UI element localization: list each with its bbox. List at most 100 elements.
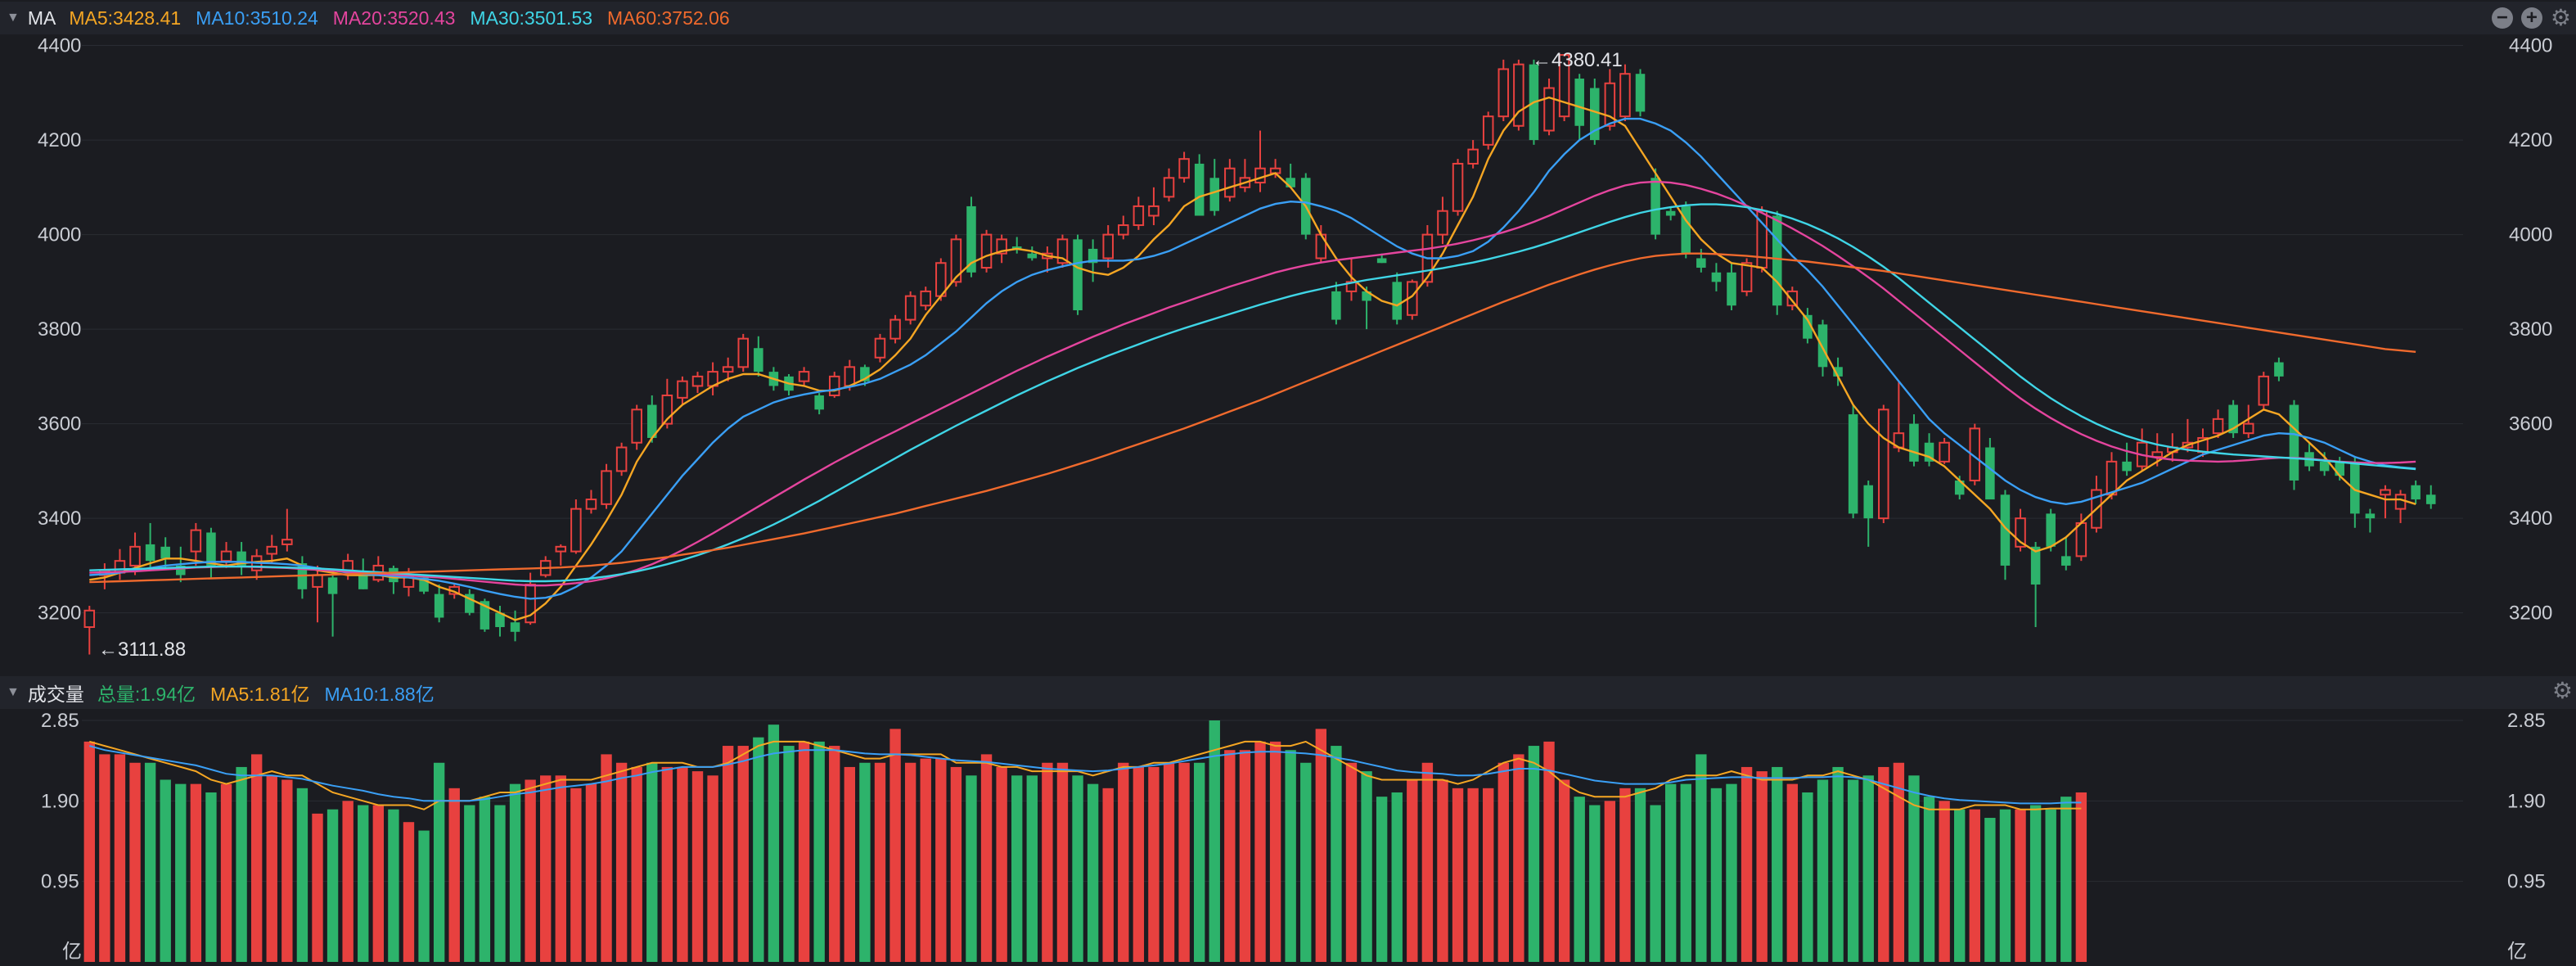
candle-body-down: [206, 532, 216, 566]
ma5-value: MA5:3428.41: [69, 7, 182, 29]
candle-body-up: [1558, 54, 1570, 118]
volume-bar: [1102, 788, 1114, 962]
volume-bar: [1209, 720, 1220, 962]
volume-bar: [1664, 783, 1677, 962]
candle-body-up: [1133, 205, 1145, 227]
volume-bar: [1847, 779, 1859, 962]
volume-bar: [1817, 779, 1829, 962]
ma10-value: MA10:3510.24: [196, 7, 318, 29]
candle-body-down: [1209, 178, 1220, 211]
candle-body-down: [2274, 362, 2284, 377]
candle-body-up: [2151, 451, 2164, 458]
candle-body-down: [1574, 78, 1584, 126]
candle-body-down: [2030, 546, 2041, 585]
candle-body-down: [2425, 494, 2436, 504]
volume-bar: [1984, 818, 1996, 962]
volume-bar: [996, 766, 1007, 962]
candle-body-up: [1452, 162, 1464, 212]
collapse-arrow-icon[interactable]: ▼: [7, 11, 20, 25]
ma30-value: MA30:3501.53: [470, 7, 593, 29]
volume-bar: [1163, 762, 1175, 962]
volume-bar: [1680, 783, 1691, 962]
volume-bar: [874, 762, 886, 962]
volume-bar: [677, 766, 688, 962]
volume-bar: [372, 805, 385, 962]
collapse-arrow-icon[interactable]: ▼: [7, 685, 20, 699]
gear-icon[interactable]: ⚙: [2551, 678, 2573, 703]
volume-bar: [646, 762, 658, 962]
volume-bar: [1239, 750, 1251, 962]
candle-body-up: [631, 409, 642, 444]
candle-body-down: [1924, 442, 1934, 462]
volume-bar: [1741, 766, 1753, 962]
volume-bar: [1437, 779, 1448, 962]
volume-bar: [494, 805, 506, 962]
volume-bar: [1574, 797, 1585, 962]
volume-bar: [342, 801, 354, 962]
volume-bar: [2045, 809, 2056, 962]
candle-body-up: [601, 470, 612, 505]
candle-body-up: [1254, 167, 1266, 184]
candle-body-down: [814, 395, 824, 410]
ma-panel-controls: − + ⚙: [2491, 5, 2571, 30]
volume-ma-lines: [89, 740, 2082, 810]
candle-body-up: [1056, 238, 1069, 264]
volume-bar: [570, 788, 582, 962]
candle-body-down: [1772, 215, 1782, 306]
candle-body-up: [980, 233, 993, 269]
volume-bar: [1345, 762, 1358, 962]
candle-body-up: [1878, 409, 1889, 520]
volume-bar: [1331, 746, 1342, 962]
candle-body-down: [2061, 556, 2071, 566]
volume-axis-tick-label: 1.90: [41, 790, 79, 812]
volume-bar: [615, 762, 628, 962]
volume-bar: [980, 754, 993, 962]
candle-body-up: [1102, 233, 1114, 260]
candle-body-down: [1286, 178, 1295, 187]
volume-bar: [585, 783, 597, 962]
candle-body-up: [1969, 427, 1981, 481]
moving-average-lines: [89, 96, 2416, 621]
ma60-line: [89, 252, 2416, 584]
volume-axis-tick-label: 2.85: [2507, 710, 2546, 732]
volume-bar-series[interactable]: [83, 720, 2087, 962]
candle-body-up: [1497, 68, 1510, 118]
ma20-line: [89, 180, 2416, 587]
volume-bar: [160, 779, 171, 962]
candle-body-up: [2212, 418, 2224, 435]
price-axis-tick-label: 4400: [38, 35, 81, 57]
volume-bar: [418, 830, 430, 962]
volume-bar: [1893, 762, 1905, 962]
candle-body-down: [510, 622, 520, 632]
volume-bar: [403, 822, 415, 962]
candle-body-up: [266, 545, 278, 555]
price-annotations: ←4380.41 ←3111.88: [98, 49, 1623, 661]
candle-body-down: [1909, 423, 1919, 462]
volume-bar: [1772, 766, 1783, 962]
volume-bar: [1832, 766, 1844, 962]
candle-body-up: [1619, 73, 1631, 118]
volume-bar: [661, 766, 673, 962]
candle-body-up: [1543, 87, 1555, 132]
candle-body-up: [1786, 290, 1799, 307]
candle-body-up: [844, 366, 856, 387]
ma5-line: [89, 96, 2416, 621]
candle-body-down: [2122, 461, 2132, 472]
volume-total-value: 总量:1.94亿: [97, 684, 196, 705]
volume-bar: [190, 783, 202, 962]
volume-indicator-bar: ▼ 成交量 总量:1.94亿 MA5:1.81亿 MA10:1.88亿 ⚙: [0, 676, 2576, 709]
volume-bar: [1497, 762, 1509, 962]
candlestick-series[interactable]: [83, 54, 2436, 655]
volume-bar: [1862, 775, 1874, 962]
candle-body-up: [2075, 521, 2087, 557]
candle-body-up: [950, 238, 962, 283]
price-axis-tick-label: 3200: [2509, 603, 2552, 625]
volume-bar: [220, 783, 232, 962]
plus-circle-icon[interactable]: +: [2520, 7, 2542, 29]
candle-body-down: [1848, 414, 1858, 514]
ma20-value: MA20:3520.43: [332, 7, 456, 29]
gear-icon[interactable]: ⚙: [2550, 5, 2571, 30]
minus-circle-icon[interactable]: −: [2491, 7, 2513, 29]
candle-body-up: [615, 446, 628, 472]
